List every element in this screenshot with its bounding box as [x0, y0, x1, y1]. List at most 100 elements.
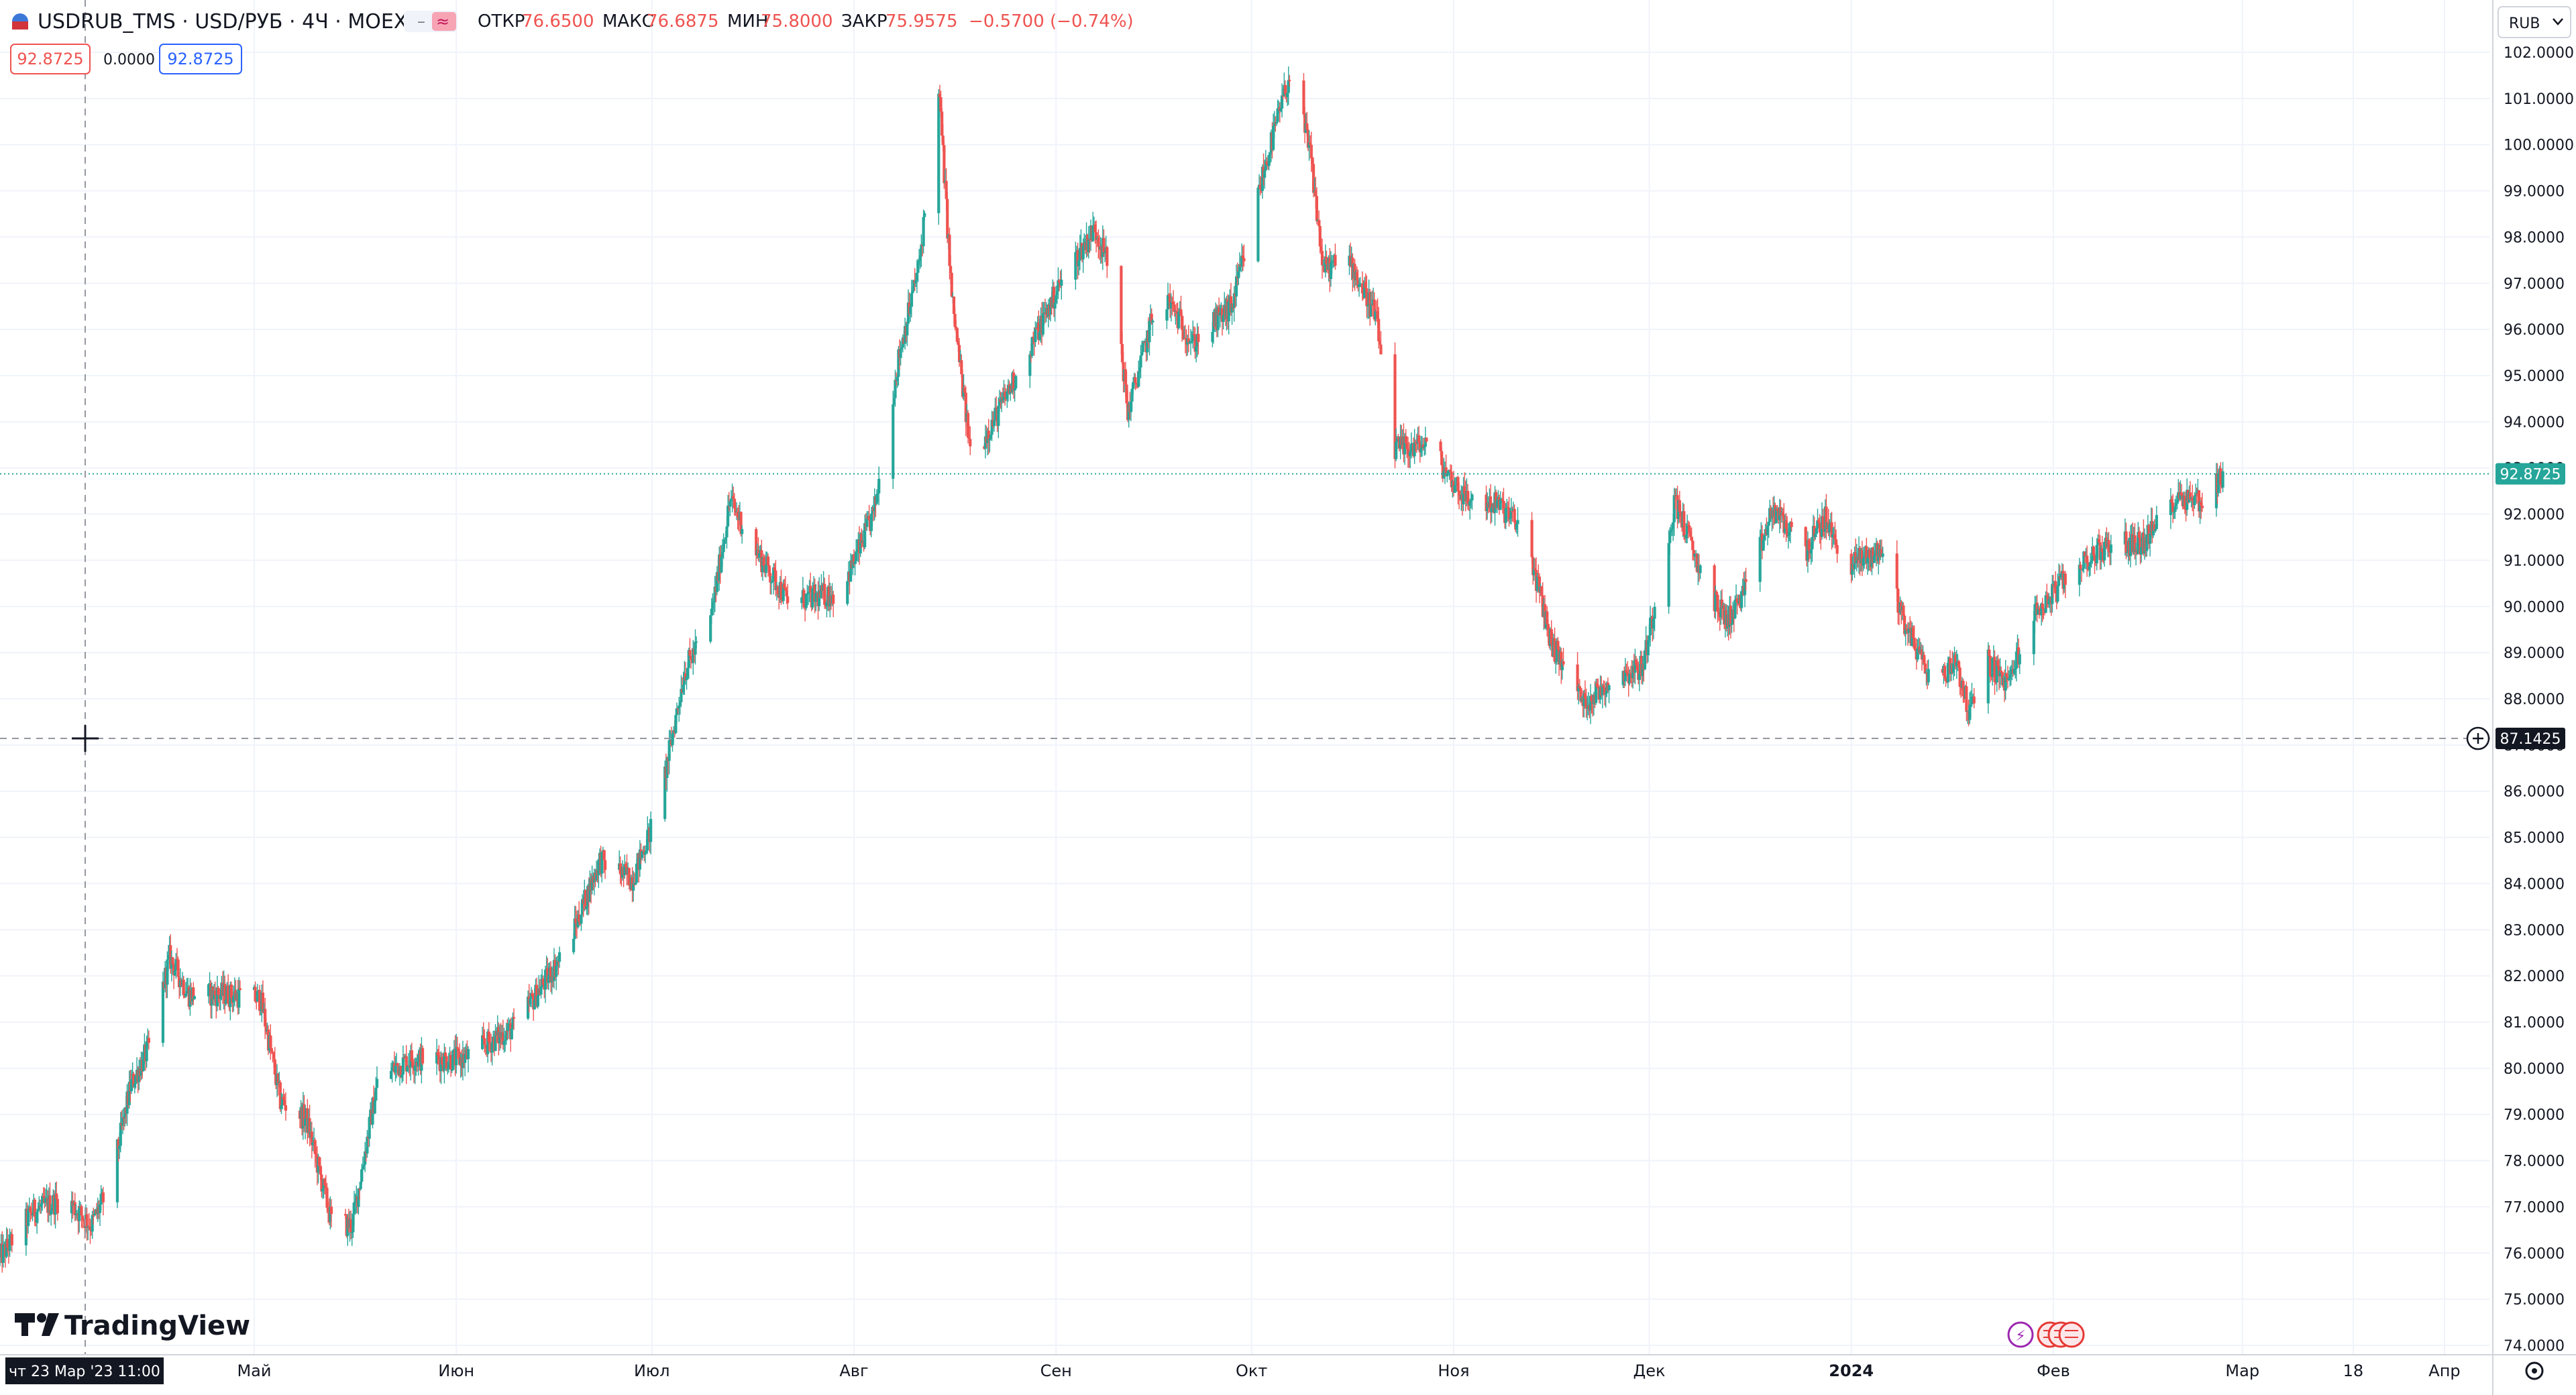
candle-body — [455, 1047, 458, 1066]
price-tick-label: 84.0000 — [2504, 876, 2565, 893]
candle-body — [780, 581, 783, 600]
candle-body — [1583, 693, 1587, 699]
candle-body — [174, 958, 178, 970]
candle-body — [343, 1214, 347, 1216]
candle-body — [1589, 695, 1593, 711]
candle-body — [1585, 698, 1588, 708]
price-tick-label: 85.0000 — [2504, 830, 2565, 847]
time-axis[interactable]: Май Июн Июл Авг Сен Окт Ноя Дек 2024 Фев Мар 18 Апр ч… — [0, 1354, 2576, 1384]
candle-body — [1374, 311, 1377, 320]
candle-body — [1713, 565, 1716, 612]
candle-body — [2005, 673, 2008, 677]
candle-body — [1315, 196, 1318, 221]
candle-body — [1991, 658, 1994, 677]
candle-body — [1329, 263, 1333, 279]
candle-body — [1197, 333, 1200, 342]
candle-body — [529, 998, 532, 1005]
candle-body — [80, 1206, 83, 1216]
candle-body — [774, 570, 777, 590]
candle-body — [1716, 594, 1719, 612]
candle-body — [1965, 686, 1968, 712]
candle-body — [771, 581, 774, 583]
candle-body — [806, 594, 809, 595]
candle-body — [739, 512, 743, 535]
candle-body — [443, 1052, 447, 1056]
candle-body — [818, 590, 821, 606]
symbol-title: USDRUB_TMS · USD/РУБ · 4Ч · MOEX — [38, 10, 407, 34]
candle-body — [1418, 443, 1421, 453]
settings-gear-icon[interactable] — [2525, 1361, 2544, 1380]
candle-body — [1653, 606, 1656, 619]
candle-body — [329, 1207, 333, 1215]
candle-body — [1191, 333, 1195, 341]
candle-body — [2037, 608, 2041, 610]
candle-body — [1833, 534, 1837, 540]
candle-body — [720, 552, 724, 557]
candle-body — [2100, 548, 2103, 560]
candle-body — [920, 244, 923, 256]
price-tick-label: 100.0000 — [2504, 137, 2574, 154]
candle-body — [24, 1209, 28, 1245]
candle-body — [1515, 524, 1518, 530]
candle-body — [1962, 681, 1965, 697]
candle-body — [1456, 477, 1460, 492]
candle-body — [1560, 661, 1564, 671]
candle-body — [318, 1157, 321, 1166]
price-tick-label: 92.0000 — [2504, 507, 2565, 524]
candle-body — [2092, 546, 2095, 555]
candle-body — [863, 522, 867, 547]
buy-button[interactable] — [159, 44, 242, 74]
candle-body — [1786, 535, 1790, 537]
candle-body — [1379, 344, 1383, 355]
candle-body — [590, 876, 594, 891]
price-tick-label: 77.0000 — [2504, 1199, 2565, 1216]
currency-button[interactable] — [2498, 6, 2571, 38]
candle-body — [1151, 320, 1155, 323]
candle-body — [447, 1063, 450, 1069]
candle-body — [6, 1239, 9, 1248]
candle-body — [258, 990, 262, 1011]
candle-body — [121, 1117, 125, 1126]
tradingview-logo-icon-dot — [37, 1313, 46, 1323]
candle-body — [786, 596, 790, 604]
dividend-event-icon[interactable] — [2007, 1321, 2034, 1348]
candle-body — [914, 280, 918, 284]
candle-body — [769, 582, 773, 583]
candle-body — [311, 1142, 315, 1146]
candle-body — [1532, 557, 1535, 575]
candle-body — [580, 915, 583, 924]
candle-body — [366, 1136, 369, 1154]
candle-body — [969, 439, 972, 447]
price-axis[interactable]: 74.0000 75.0000 76.0000 77.0000 78.0000 79.00… — [2492, 0, 2576, 1395]
candle-body — [918, 256, 922, 261]
candle-body — [27, 1209, 30, 1227]
candle-body — [1393, 354, 1397, 459]
candle-body — [1968, 705, 1972, 720]
economic-event-flag-icon[interactable] — [2058, 1321, 2085, 1348]
candle-body — [541, 978, 545, 985]
candle-body — [588, 879, 592, 902]
candle-body — [783, 583, 786, 589]
candle-body — [806, 592, 810, 594]
candle-body — [421, 1048, 425, 1064]
candle-body — [1699, 565, 1702, 573]
candle-body — [264, 1009, 267, 1027]
candle-body — [811, 588, 814, 608]
candle-body — [729, 498, 733, 502]
candle-series[interactable] — [0, 66, 2224, 1273]
candle-body — [1137, 372, 1140, 387]
candle-body — [967, 437, 971, 439]
sell-button[interactable] — [10, 44, 91, 74]
candle-body — [1988, 655, 1992, 677]
candle-body — [405, 1056, 408, 1072]
candle-body — [1495, 500, 1499, 508]
candle-body — [1409, 443, 1413, 452]
candle-body — [2040, 603, 2043, 616]
candle-body — [953, 314, 957, 327]
ohlc-label: ОТКР — [478, 11, 525, 32]
candle-body — [2188, 492, 2192, 500]
candle-body — [957, 341, 960, 345]
candle-body — [1369, 303, 1373, 317]
